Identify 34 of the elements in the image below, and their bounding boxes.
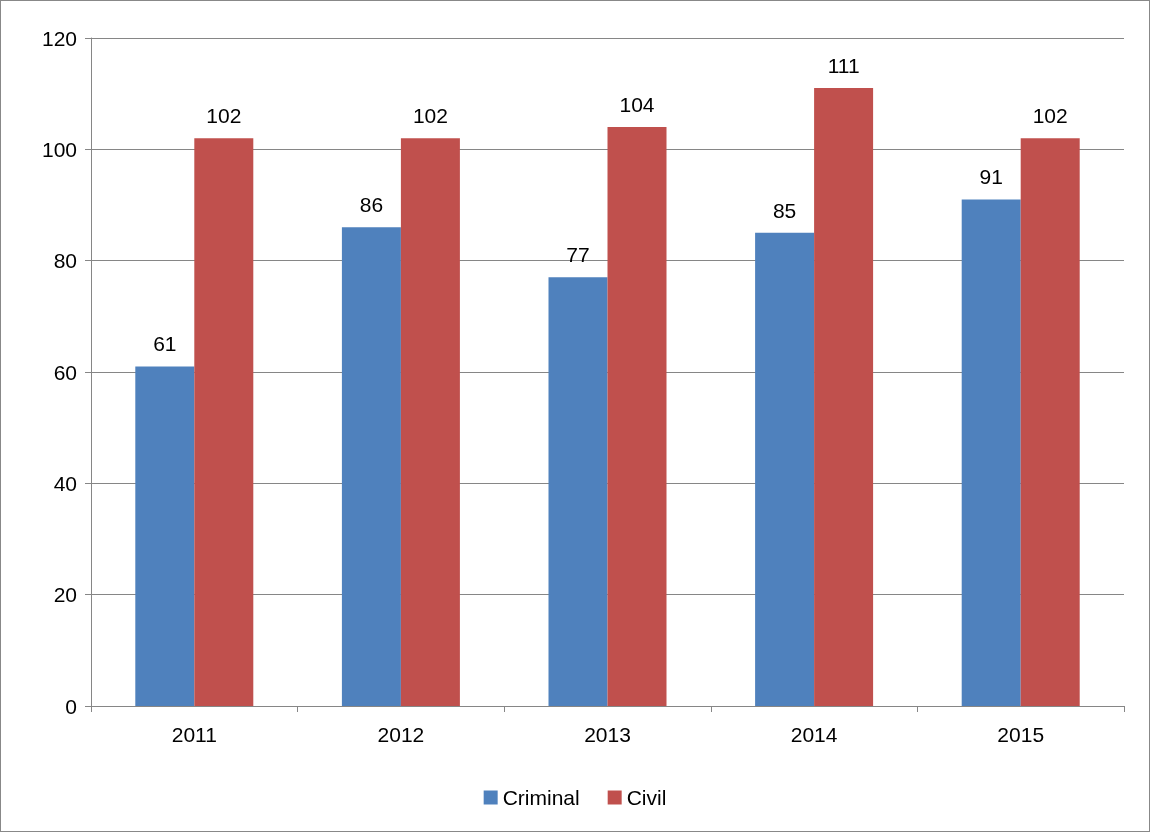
y-tick-label: 40 (53, 471, 77, 495)
y-tick-label: 80 (53, 249, 77, 273)
y-tick-label: 60 (53, 360, 77, 384)
data-label: 61 (153, 332, 177, 356)
y-tick-label: 120 (41, 26, 77, 50)
bar (341, 227, 401, 706)
bar (400, 138, 460, 706)
data-label: 111 (827, 54, 860, 78)
data-label: 102 (1032, 104, 1068, 128)
y-tick-label: 20 (53, 583, 77, 607)
data-label: 102 (412, 104, 448, 128)
data-label: 102 (206, 104, 242, 128)
bar (1020, 138, 1080, 706)
bar (755, 232, 815, 706)
y-tick-label: 100 (41, 137, 77, 161)
bar (135, 366, 195, 706)
x-tick-label: 2012 (377, 723, 425, 746)
data-label: 86 (359, 193, 384, 217)
data-label: 77 (566, 243, 590, 267)
x-tick-label: 2013 (584, 723, 631, 746)
x-tick-label: 2014 (790, 723, 838, 746)
y-tick-label: 0 (65, 694, 77, 718)
data-label: 91 (979, 165, 1003, 189)
legend-label: Criminal (502, 786, 580, 809)
legend-label: Civil (626, 786, 667, 809)
data-label: 104 (619, 93, 655, 117)
bar (814, 88, 874, 706)
bar (548, 277, 608, 706)
bar (607, 127, 667, 706)
bar (961, 199, 1021, 706)
x-tick-label: 2011 (171, 723, 217, 746)
x-tick-label: 2015 (997, 723, 1045, 746)
data-label: 85 (772, 198, 797, 222)
bar (194, 138, 254, 706)
